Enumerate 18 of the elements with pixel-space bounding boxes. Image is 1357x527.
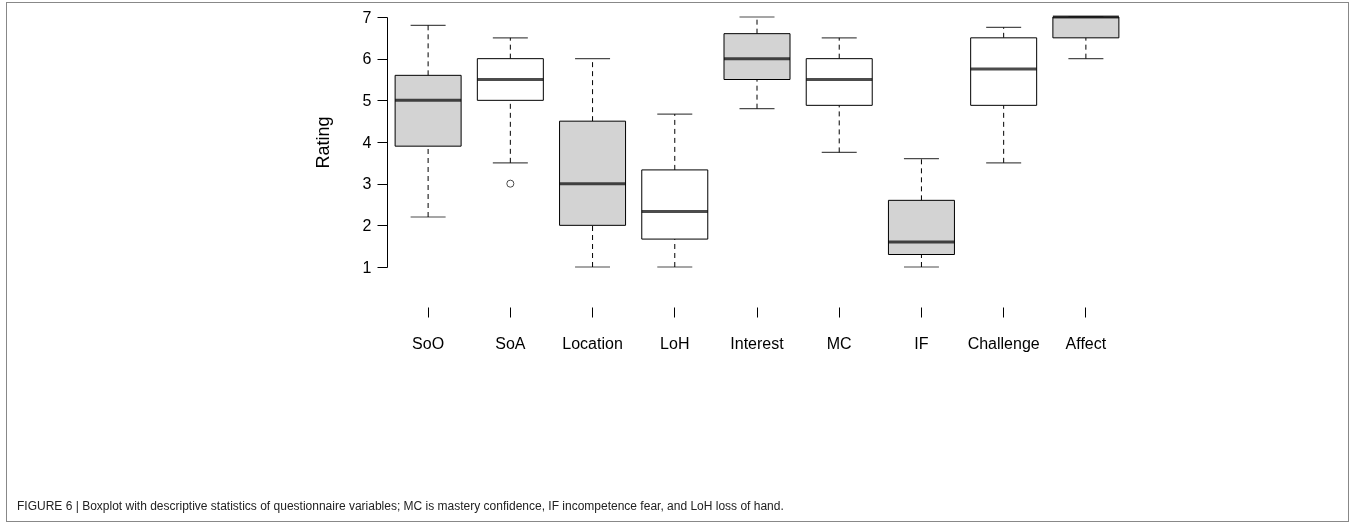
x-tick-label: Interest — [730, 334, 785, 352]
y-axis-title: Rating — [312, 116, 333, 169]
x-tick-label: LoH — [660, 334, 690, 352]
y-tick-label: 6 — [362, 50, 372, 68]
x-tick-label: Challenge — [967, 334, 1040, 352]
x-tick-label: SoA — [495, 334, 526, 352]
x-tick-label: SoO — [412, 334, 445, 352]
y-tick-label: 7 — [362, 8, 372, 26]
caption: FIGURE 6 | Boxplot with descriptive statistics of questionnaire variables; MC is mastery confidence, IF incompetence fear, and LoH loss of hand. — [17, 499, 784, 513]
y-tick-label: 5 — [362, 91, 372, 109]
y-tick-label: 3 — [362, 175, 372, 193]
x-tick-label: Location — [562, 334, 623, 352]
x-tick-label: MC — [826, 334, 852, 352]
x-tick-label: IF — [914, 334, 929, 352]
y-tick-label: 4 — [362, 133, 372, 151]
y-tick-label: 2 — [362, 216, 372, 234]
x-tick-label: Affect — [1065, 334, 1107, 352]
y-tick-label: 1 — [362, 258, 372, 276]
